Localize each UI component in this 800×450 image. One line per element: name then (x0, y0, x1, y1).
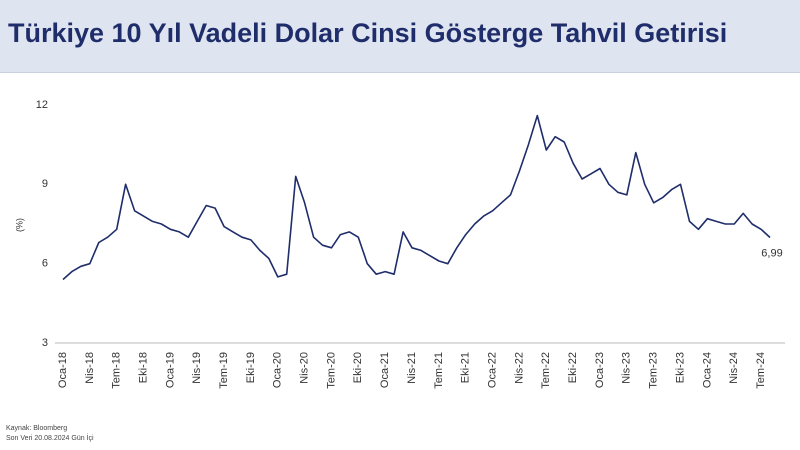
x-tick-label: Tem-22 (540, 352, 552, 389)
x-tick-label: Tem-23 (648, 352, 660, 389)
x-tick-label: Eki-20 (352, 352, 364, 383)
x-tick-label: Nis-24 (728, 352, 740, 384)
source: Kaynak: Bloomberg (6, 425, 68, 432)
x-tick-label: Nis-21 (406, 352, 418, 384)
x-tick-label: Oca-20 (272, 352, 284, 388)
x-tick-label: Eki-19 (245, 352, 257, 383)
note: Son Veri 20.08.2024 Gün İçi (6, 435, 94, 442)
x-tick-label: Nis-18 (84, 352, 96, 384)
x-tick-label: Nis-22 (513, 352, 525, 384)
x-tick-label: Tem-24 (755, 352, 767, 389)
title-bar: Türkiye 10 Yıl Vadeli Dolar Cinsi Göster… (0, 0, 800, 73)
x-tick-label: Oca-18 (57, 352, 69, 388)
x-tick-label: Oca-19 (164, 352, 176, 388)
y-tick-label: 9 (42, 178, 48, 190)
x-tick-label: Tem-21 (433, 352, 445, 389)
x-tick-label: Nis-23 (621, 352, 633, 384)
x-tick-label: Oca-22 (486, 352, 498, 388)
y-axis-label: (%) (14, 218, 24, 232)
x-tick-label: Tem-20 (325, 352, 337, 389)
x-tick-label: Eki-18 (137, 352, 149, 383)
chart-title: Türkiye 10 Yıl Vadeli Dolar Cinsi Göster… (8, 18, 728, 48)
line (62, 114, 771, 281)
x-tick-label: Tem-18 (111, 352, 123, 389)
x-tick-label: Nis-20 (299, 352, 311, 384)
x-tick-label: Tem-19 (218, 352, 230, 389)
y-tick-label: 6 (42, 258, 48, 270)
y-tick-label: 12 (36, 99, 48, 111)
y-tick-label: 3 (42, 337, 48, 349)
x-tick-label: Oca-21 (379, 352, 391, 388)
x-tick-label: Nis-19 (191, 352, 203, 384)
x-tick-label: Eki-23 (674, 352, 686, 383)
value-label: 6,99 (761, 247, 782, 259)
x-tick-label: Oca-24 (701, 352, 713, 388)
x-tick-label: Eki-21 (460, 352, 472, 383)
x-tick-label: Oca-23 (594, 352, 606, 388)
x-tick-label: Eki-22 (567, 352, 579, 383)
